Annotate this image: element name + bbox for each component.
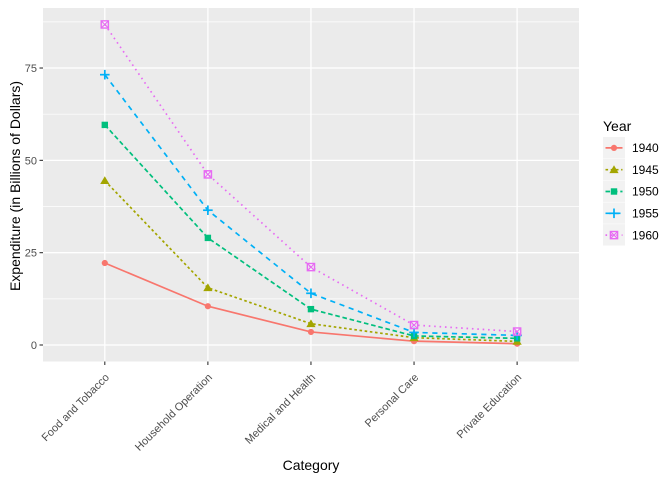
x-tick-label: Personal Care (363, 372, 421, 430)
data-point-plus (609, 208, 619, 219)
legend-label: 1950 (632, 185, 659, 199)
legend-item-1960: 1960 (603, 224, 659, 246)
legend-item-1955: 1955 (603, 202, 659, 224)
data-point-plus (100, 69, 110, 80)
data-point-plus (203, 205, 213, 216)
legend-item-1940: 1940 (603, 137, 659, 159)
series-layer (100, 20, 522, 347)
legend-item-1945: 1945 (603, 158, 659, 181)
data-point-triangle (203, 283, 213, 292)
gridlines (43, 8, 579, 362)
data-point-square (610, 188, 618, 195)
data-point-circle (204, 303, 211, 310)
data-point-square-cross (609, 230, 619, 240)
data-point-square-cross (100, 20, 110, 29)
data-point-circle (610, 144, 618, 151)
data-point-circle (307, 328, 315, 336)
legend: Year 1940 1945 1950 1955 1960 (603, 118, 659, 246)
data-point-square (101, 121, 108, 129)
x-tick-label: Medical and Health (243, 372, 318, 447)
data-point-plus (306, 288, 316, 299)
data-point-triangle (306, 319, 316, 328)
legend-label: 1945 (632, 163, 659, 177)
legend-items: 1940 1945 1950 1955 1960 (603, 137, 659, 246)
legend-title: Year (603, 118, 632, 134)
x-tick-label: Household Operation (133, 372, 215, 454)
x-tick-label: Private Education (455, 372, 524, 441)
legend-label: 1940 (632, 141, 659, 155)
x-axis-title: Category (283, 457, 340, 473)
data-point-square-cross (409, 320, 419, 330)
y-tick-label: 25 (25, 248, 37, 260)
axis-ticks (39, 67, 518, 365)
data-point-square-cross (512, 327, 522, 336)
legend-label: 1955 (632, 207, 659, 221)
y-axis-title: Expenditure (in Billions of Dollars) (7, 81, 23, 291)
data-point-square (204, 234, 212, 242)
x-tick-label: Food and Tobacco (40, 372, 112, 444)
data-point-square-cross (306, 262, 316, 272)
data-point-triangle (100, 176, 110, 185)
data-point-triangle (609, 165, 619, 174)
data-point-square-cross (203, 170, 213, 179)
series-line-1945 (104, 180, 518, 343)
data-point-square (307, 305, 315, 313)
data-point-circle (101, 259, 108, 267)
y-tick-label: 75 (25, 63, 37, 75)
legend-item-1950: 1950 (603, 180, 659, 202)
y-tick-label: 50 (25, 155, 37, 167)
series-1960 (100, 20, 522, 336)
legend-label: 1960 (632, 228, 659, 242)
y-tick-label: 0 (31, 340, 37, 352)
